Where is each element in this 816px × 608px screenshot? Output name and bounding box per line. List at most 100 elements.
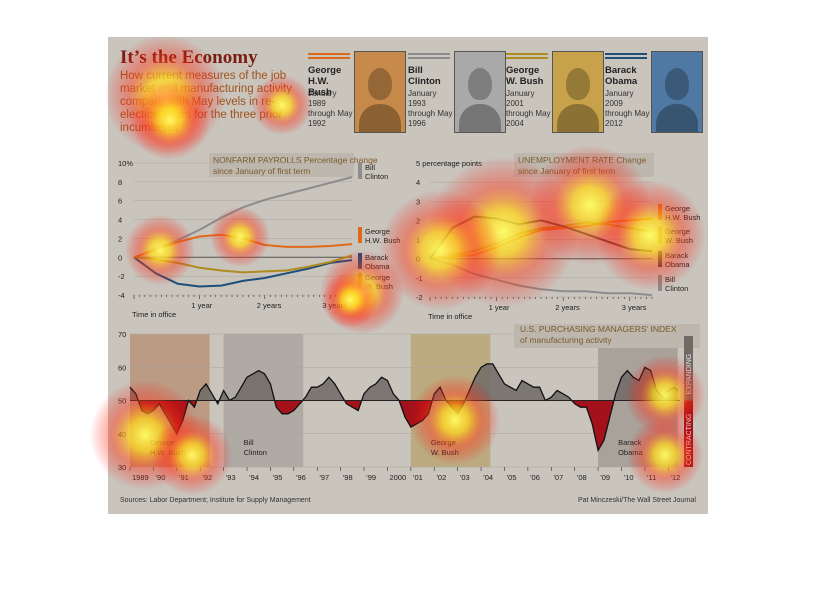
x-tick-label: ’10 xyxy=(623,473,633,482)
source-note: Sources: Labor Department; Institute for… xyxy=(120,497,311,504)
legend-swatch xyxy=(308,53,350,60)
x-tick-label: 3 years xyxy=(322,301,347,310)
series-label: George xyxy=(665,204,690,213)
series-label: H.W. Bush xyxy=(365,236,400,245)
series-label: George xyxy=(365,227,390,236)
series-line xyxy=(429,257,653,297)
president-dates: January 1993 through May 1996 xyxy=(408,89,453,128)
legend-swatch xyxy=(658,227,662,243)
term-label: Barack xyxy=(618,438,642,447)
y-tick-label: 2 xyxy=(118,234,122,243)
chart-subtitle: since January of first term xyxy=(213,166,310,176)
y-tick-label: 60 xyxy=(118,363,126,372)
series-line xyxy=(429,221,653,260)
y-tick-label: 4 xyxy=(416,178,420,187)
y-tick-label: 10% xyxy=(118,159,133,168)
president-dates: January 1989 through May 1992 xyxy=(308,89,353,128)
legend-swatch xyxy=(358,227,362,243)
x-tick-label: ’08 xyxy=(577,473,587,482)
x-tick-label: ’96 xyxy=(296,473,306,482)
president-key-obama: Barack Obama January 2009 through May 20… xyxy=(605,51,703,135)
x-tick-label: ’91 xyxy=(179,473,189,482)
series-label: Bill xyxy=(365,163,375,172)
portrait-image xyxy=(354,51,406,133)
payrolls-chart: NONFARM PAYROLLS Percentage changesince … xyxy=(118,153,400,319)
series-label: Clinton xyxy=(365,172,388,181)
term-label: H.W. Bush xyxy=(150,448,185,457)
legend-swatch xyxy=(506,53,548,60)
x-tick-label: 1989 xyxy=(132,473,149,482)
series-label: H.W. Bush xyxy=(665,213,700,222)
term-label: George xyxy=(150,438,175,447)
series-line xyxy=(133,233,353,259)
credit-note: Pat Minczeski/The Wall Street Journal xyxy=(577,497,696,504)
x-tick-label: ’98 xyxy=(343,473,353,482)
y-tick-label: 1 xyxy=(416,236,420,245)
x-tick-label: 3 years xyxy=(622,303,647,312)
y-tick-label: 50 xyxy=(118,397,126,406)
x-tick-label: ’04 xyxy=(483,473,493,482)
series-label: Bill xyxy=(665,275,675,284)
president-name: Barack Obama xyxy=(605,65,638,87)
portrait-image xyxy=(454,51,506,133)
series-label: George xyxy=(665,227,690,236)
x-tick-label: 2 years xyxy=(257,301,282,310)
x-tick-label: 2 years xyxy=(555,303,580,312)
series-label: Clinton xyxy=(665,284,688,293)
chart-subtitle: since January of first term xyxy=(518,166,615,176)
x-tick-label: ’12 xyxy=(670,473,680,482)
y-tick-label: 70 xyxy=(118,330,126,339)
y-tick-label: 5 percentage points xyxy=(416,159,482,168)
president-dates: January 2001 through May 2004 xyxy=(506,89,551,128)
series-label: Obama xyxy=(365,262,390,271)
series-label: Barack xyxy=(665,251,689,260)
term-label: Obama xyxy=(618,448,643,457)
president-name: George H.W. Bush xyxy=(308,65,342,98)
x-tick-label: ’09 xyxy=(600,473,610,482)
x-tick-label: ’95 xyxy=(272,473,282,482)
chart-title: U.S. PURCHASING MANAGERS’ INDEX xyxy=(520,324,677,334)
expanding-label: EXPANDING xyxy=(686,354,693,395)
page-title: It’s the Economy xyxy=(120,47,258,68)
y-tick-label: 30 xyxy=(118,463,126,472)
chart-title-box xyxy=(209,153,354,177)
pmi-line xyxy=(129,363,679,453)
president-name: Bill Clinton xyxy=(408,65,441,87)
x-tick-label: ’92 xyxy=(202,473,212,482)
president-key-clinton: Bill Clinton January 1993 through May 19… xyxy=(408,51,506,135)
x-tick-label: ’11 xyxy=(647,473,656,482)
x-tick-label: ’94 xyxy=(249,473,259,482)
president-dates: January 2009 through May 2012 xyxy=(605,89,650,128)
term-label: Clinton xyxy=(244,448,267,457)
x-tick-label: ’99 xyxy=(366,473,376,482)
chart-title: UNEMPLOYMENT RATE Change xyxy=(518,155,646,165)
y-tick-label: -4 xyxy=(118,291,125,300)
x-axis-label: Time in office xyxy=(132,310,176,319)
series-label: Obama xyxy=(665,260,690,269)
y-tick-label: 8 xyxy=(118,178,122,187)
x-tick-label: 2000 xyxy=(389,473,406,482)
x-tick-label: ’02 xyxy=(436,473,446,482)
legend-swatch xyxy=(408,53,450,60)
series-label: Barack xyxy=(365,253,389,262)
x-tick-label: ’97 xyxy=(319,473,329,482)
legend-swatch xyxy=(358,273,362,289)
y-tick-label: 4 xyxy=(118,216,122,225)
y-tick-label: 2 xyxy=(416,216,420,225)
legend-swatch xyxy=(358,253,362,269)
y-tick-label: 40 xyxy=(118,430,126,439)
x-tick-label: 1 year xyxy=(191,301,212,310)
y-tick-label: -2 xyxy=(118,272,125,281)
president-key-bush-w: George W. Bush January 2001 through May … xyxy=(506,51,604,135)
chart-subtitle: of manufacturing activity xyxy=(520,335,612,345)
y-tick-label: 0 xyxy=(416,255,420,264)
x-tick-label: ’90 xyxy=(155,473,165,482)
term-label: Bill xyxy=(244,438,254,447)
infographic-panel: It’s the Economy How current measures of… xyxy=(108,37,708,514)
portrait-image xyxy=(651,51,703,133)
x-axis-label: Time in office xyxy=(428,312,472,321)
y-tick-label: -1 xyxy=(416,274,423,283)
x-tick-label: ’05 xyxy=(506,473,516,482)
